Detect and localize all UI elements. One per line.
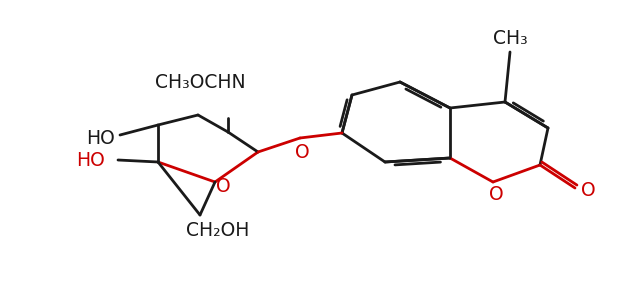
Text: HO: HO	[86, 128, 115, 148]
Text: CH₂OH: CH₂OH	[186, 221, 250, 241]
Text: O: O	[580, 181, 595, 200]
Text: CH₃OCHN: CH₃OCHN	[155, 73, 245, 92]
Text: O: O	[489, 185, 503, 205]
Text: HO: HO	[76, 151, 104, 169]
Text: O: O	[216, 178, 230, 196]
Text: CH₃: CH₃	[493, 28, 527, 47]
Text: O: O	[294, 142, 309, 161]
